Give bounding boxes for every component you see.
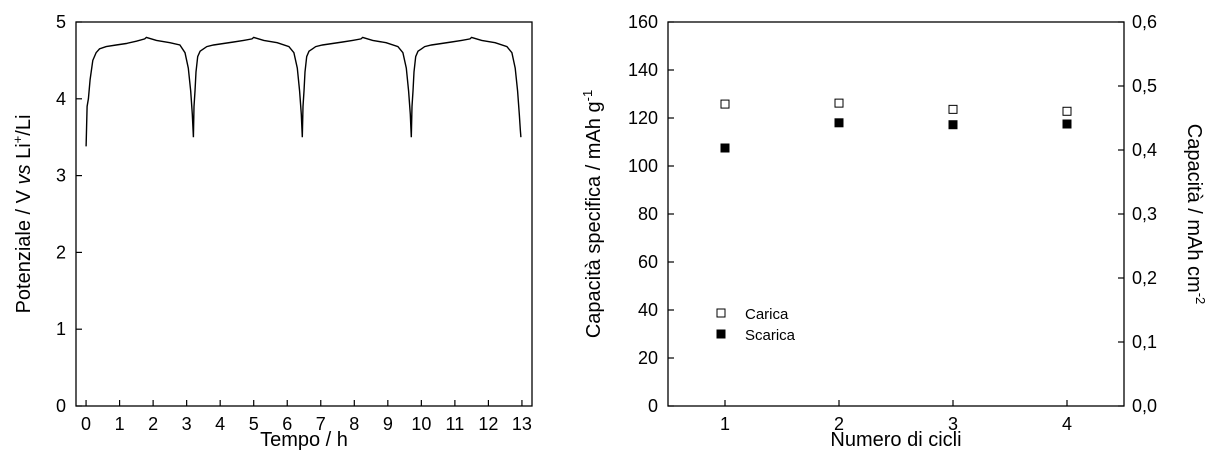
x-tick-label: 9	[383, 414, 393, 434]
x-tick-label: 1	[115, 414, 125, 434]
carica-point	[834, 98, 844, 108]
x-tick-label: 5	[249, 414, 259, 434]
plot-frame	[75, 21, 533, 407]
x-tick-label: 4	[215, 414, 225, 434]
x-tick-label: 0	[81, 414, 91, 434]
y2-tick-label: 0,5	[1132, 76, 1157, 96]
y-tick-label: 20	[638, 348, 658, 368]
y2-tick-label: 0,6	[1132, 12, 1157, 32]
scarica-point	[834, 118, 844, 128]
y-axis-title: Potenziale / V vs Li+/Li	[10, 115, 35, 314]
y-tick-label: 120	[628, 108, 658, 128]
x-tick-label: 12	[478, 414, 498, 434]
y2-tick-label: 0,2	[1132, 268, 1157, 288]
x-axis-title: Tempo / h	[260, 429, 348, 450]
y-tick-label: 140	[628, 60, 658, 80]
plot-frame	[667, 21, 1125, 407]
y-tick-label: 80	[638, 204, 658, 224]
legend-label-carica: Carica	[745, 306, 789, 323]
x-tick-label: 3	[948, 414, 958, 434]
x-tick-label: 7	[316, 414, 326, 434]
y-tick-label: 5	[56, 12, 66, 32]
carica-point	[948, 104, 958, 114]
scarica-point	[720, 143, 730, 153]
y2-axis-title: Capacità / mAh cm-2	[1183, 124, 1208, 305]
capacity-vs-cycles-chart: 1 2 3 40204060801001201401600,00,10,20,30,4…	[580, 12, 1208, 450]
x-tick-label: 2	[834, 414, 844, 434]
carica-point	[1062, 106, 1072, 116]
x-tick-label: 3	[182, 414, 192, 434]
x-tick-label: 13	[512, 414, 532, 434]
x-tick-label: 2	[148, 414, 158, 434]
y2-tick-label: 0,3	[1132, 204, 1157, 224]
legend-marker-scarica	[716, 329, 726, 339]
y-axis-title: Capacità specifica / mAh g-1	[580, 90, 605, 338]
y-tick-label: 4	[56, 89, 66, 109]
x-axis-title: Numero di cicli	[830, 429, 961, 450]
y-tick-label: 1	[56, 319, 66, 339]
y-tick-label: 160	[628, 12, 658, 32]
legend-marker-carica	[716, 308, 726, 318]
y-tick-label: 40	[638, 300, 658, 320]
scarica-point	[1062, 119, 1072, 129]
x-tick-label: 10	[411, 414, 431, 434]
y-tick-label: 0	[56, 396, 66, 416]
scarica-point	[948, 120, 958, 130]
y-tick-label: 0	[648, 396, 658, 416]
legend: Carica Scarica	[716, 306, 796, 344]
y2-tick-label: 0,4	[1132, 140, 1157, 160]
x-tick-label: 1	[720, 414, 730, 434]
carica-point	[720, 99, 730, 109]
x-tick-label: 4	[1062, 414, 1072, 434]
potential-curve	[85, 36, 522, 147]
x-tick-label: 8	[349, 414, 359, 434]
x-tick-label: 11	[446, 414, 465, 434]
axis-ticks: 1 2 3 40204060801001201401600,00,10,20,30,4…	[628, 12, 1157, 434]
legend-label-scarica: Scarica	[745, 327, 796, 344]
data-points	[720, 98, 1072, 153]
x-tick-label: 6	[282, 414, 292, 434]
y2-tick-label: 0,0	[1132, 396, 1157, 416]
y-tick-label: 60	[638, 252, 658, 272]
y2-tick-label: 0,1	[1132, 332, 1157, 352]
y-tick-label: 2	[56, 242, 66, 262]
y-tick-label: 100	[628, 156, 658, 176]
y-tick-label: 3	[56, 166, 66, 186]
